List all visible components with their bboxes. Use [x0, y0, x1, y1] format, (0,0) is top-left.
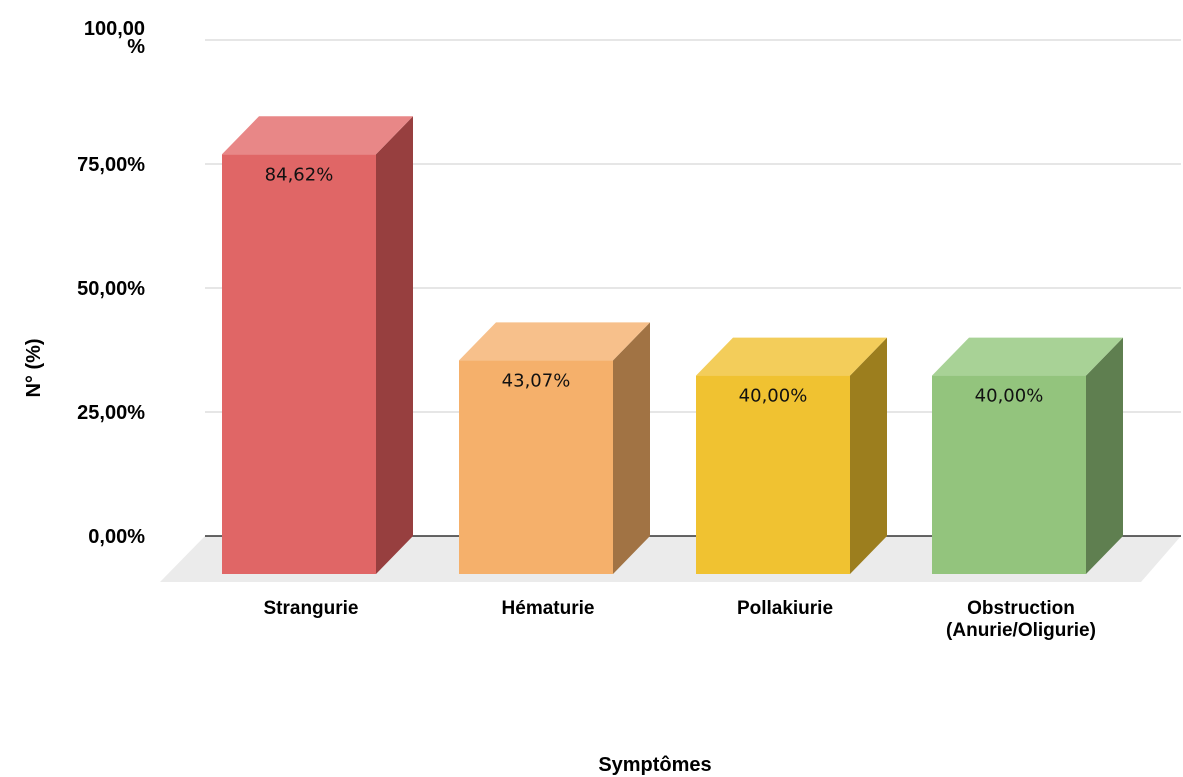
bar: [932, 337, 1123, 574]
data-label: 40,00%: [739, 386, 808, 407]
bar-side: [1086, 337, 1123, 574]
bar-top: [696, 337, 887, 376]
data-label: 40,00%: [975, 386, 1044, 407]
y-tick-label: 25,00%: [77, 402, 145, 424]
bar-top: [222, 116, 413, 155]
y-tick-label: 75,00%: [77, 154, 145, 176]
bar-side: [376, 116, 413, 575]
y-tick-label: 50,00%: [77, 278, 145, 300]
x-tick-label: Obstruction (Anurie/Oligurie): [946, 598, 1096, 641]
bar-side: [613, 322, 650, 574]
y-axis-title: N° (%): [23, 338, 45, 397]
bar-front: [696, 375, 850, 574]
bar: [459, 322, 650, 574]
bar: [696, 337, 887, 574]
data-label: 43,07%: [502, 370, 571, 391]
x-tick-label: Hématurie: [502, 598, 595, 619]
bar: [222, 116, 413, 575]
x-tick-label: Strangurie: [263, 598, 358, 619]
chart-floor: [160, 536, 1181, 582]
bar-front: [222, 154, 376, 575]
data-label: 84,62%: [265, 164, 334, 185]
bar-side: [850, 337, 887, 574]
y-tick-label: 100,00%: [84, 18, 145, 58]
x-tick-label: Pollakiurie: [737, 598, 833, 619]
bar-top: [932, 337, 1123, 376]
bar-front: [459, 360, 613, 574]
x-axis-title: Symptômes: [598, 754, 711, 776]
y-tick-label: 0,00%: [88, 526, 145, 548]
bar-top: [459, 322, 650, 361]
bar-front: [932, 375, 1086, 574]
